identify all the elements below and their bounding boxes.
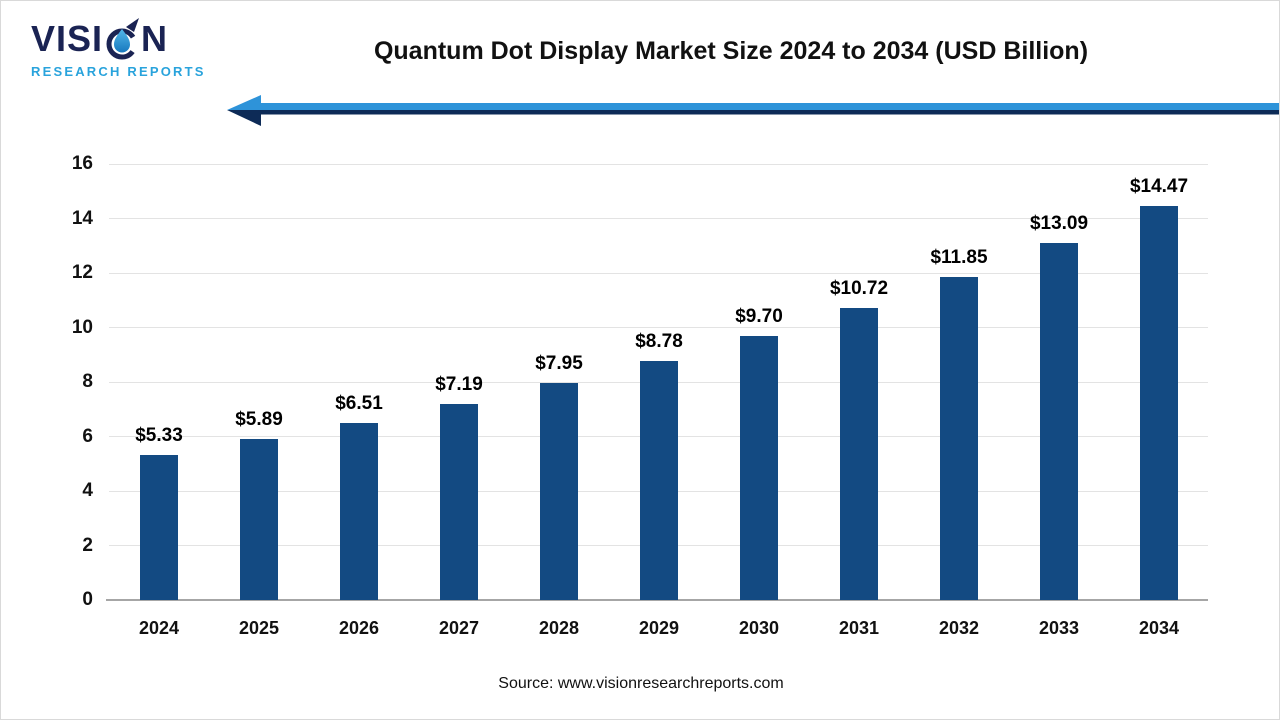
bar-value-label: $5.89 xyxy=(235,409,283,430)
brand-swoosh-o-icon xyxy=(106,18,140,60)
y-axis-tick-label: 12 xyxy=(71,262,93,283)
brand-name: VISI N xyxy=(31,17,201,61)
arrow-shaft-light xyxy=(259,103,1279,110)
bar-2034 xyxy=(1140,206,1178,600)
bar-value-label: $5.33 xyxy=(135,425,183,446)
y-axis-tick-label: 4 xyxy=(82,480,93,501)
x-axis-tick-label: 2034 xyxy=(1138,618,1180,638)
x-axis-tick-label: 2025 xyxy=(238,618,280,638)
bar-2025 xyxy=(240,439,278,600)
gridline xyxy=(109,218,1208,219)
bar-value-label: $7.95 xyxy=(535,353,583,374)
header-arrow-icon xyxy=(227,95,1279,126)
bar-2030 xyxy=(740,336,778,600)
arrow-head-dark xyxy=(227,110,261,126)
x-axis-tick-label: 2026 xyxy=(338,618,380,638)
y-axis-tick-label: 0 xyxy=(82,589,93,610)
bar-2031 xyxy=(840,308,878,600)
brand-name-suffix: N xyxy=(141,18,169,59)
y-axis-tick-label: 8 xyxy=(82,371,93,392)
water-drop-icon xyxy=(114,29,131,53)
bar-value-label: $8.78 xyxy=(635,331,683,352)
x-axis-tick-label: 2028 xyxy=(538,618,580,638)
bar-2033 xyxy=(1040,243,1078,600)
y-axis-tick-label: 14 xyxy=(71,207,93,229)
bar-value-label: $6.51 xyxy=(335,393,383,414)
gridline xyxy=(109,163,1208,165)
source-attribution: Source: www.visionresearchreports.com xyxy=(498,675,784,692)
bar-2029 xyxy=(640,361,678,600)
x-axis-tick-label: 2033 xyxy=(1038,618,1080,638)
x-axis-tick-label: 2029 xyxy=(638,618,680,638)
bar-value-label: $9.70 xyxy=(735,306,783,327)
bar-2028 xyxy=(540,383,578,600)
y-axis-tick-label: 16 xyxy=(71,153,93,174)
y-axis-tick-label: 2 xyxy=(82,534,93,556)
x-axis-tick-label: 2030 xyxy=(738,618,780,638)
brand-tagline: RESEARCH REPORTS xyxy=(31,64,206,79)
brand-logo: VISI N RESEARCH REPORTS xyxy=(31,17,206,79)
arrow-head-light xyxy=(227,95,261,110)
logo-arrow-icon xyxy=(126,18,140,32)
bar-value-label: $14.47 xyxy=(1129,176,1189,197)
x-axis-tick-label: 2032 xyxy=(938,618,980,638)
gridline xyxy=(109,327,1208,328)
x-axis-tick-label: 2031 xyxy=(838,618,880,638)
bar-2026 xyxy=(340,423,378,600)
y-axis-tick-label: 6 xyxy=(82,425,93,447)
brand-name-prefix: VISI xyxy=(31,18,104,59)
bar-2027 xyxy=(440,404,478,600)
gridline xyxy=(109,272,1208,274)
arrow-shaft-dark xyxy=(259,110,1279,115)
bar-value-label: $11.85 xyxy=(930,247,988,268)
page-title: Quantum Dot Display Market Size 2024 to … xyxy=(373,37,1089,65)
x-axis-tick-label: 2024 xyxy=(138,618,180,638)
bar-value-label: $13.09 xyxy=(1029,213,1089,234)
bar-value-label: $10.72 xyxy=(829,278,889,299)
bar-2032 xyxy=(940,277,978,600)
x-axis-tick-label: 2027 xyxy=(438,618,480,638)
y-axis-tick-label: 10 xyxy=(71,316,93,338)
x-axis-baseline xyxy=(106,599,1208,601)
bar-2024 xyxy=(140,455,178,600)
bar-value-label: $7.19 xyxy=(435,374,483,395)
